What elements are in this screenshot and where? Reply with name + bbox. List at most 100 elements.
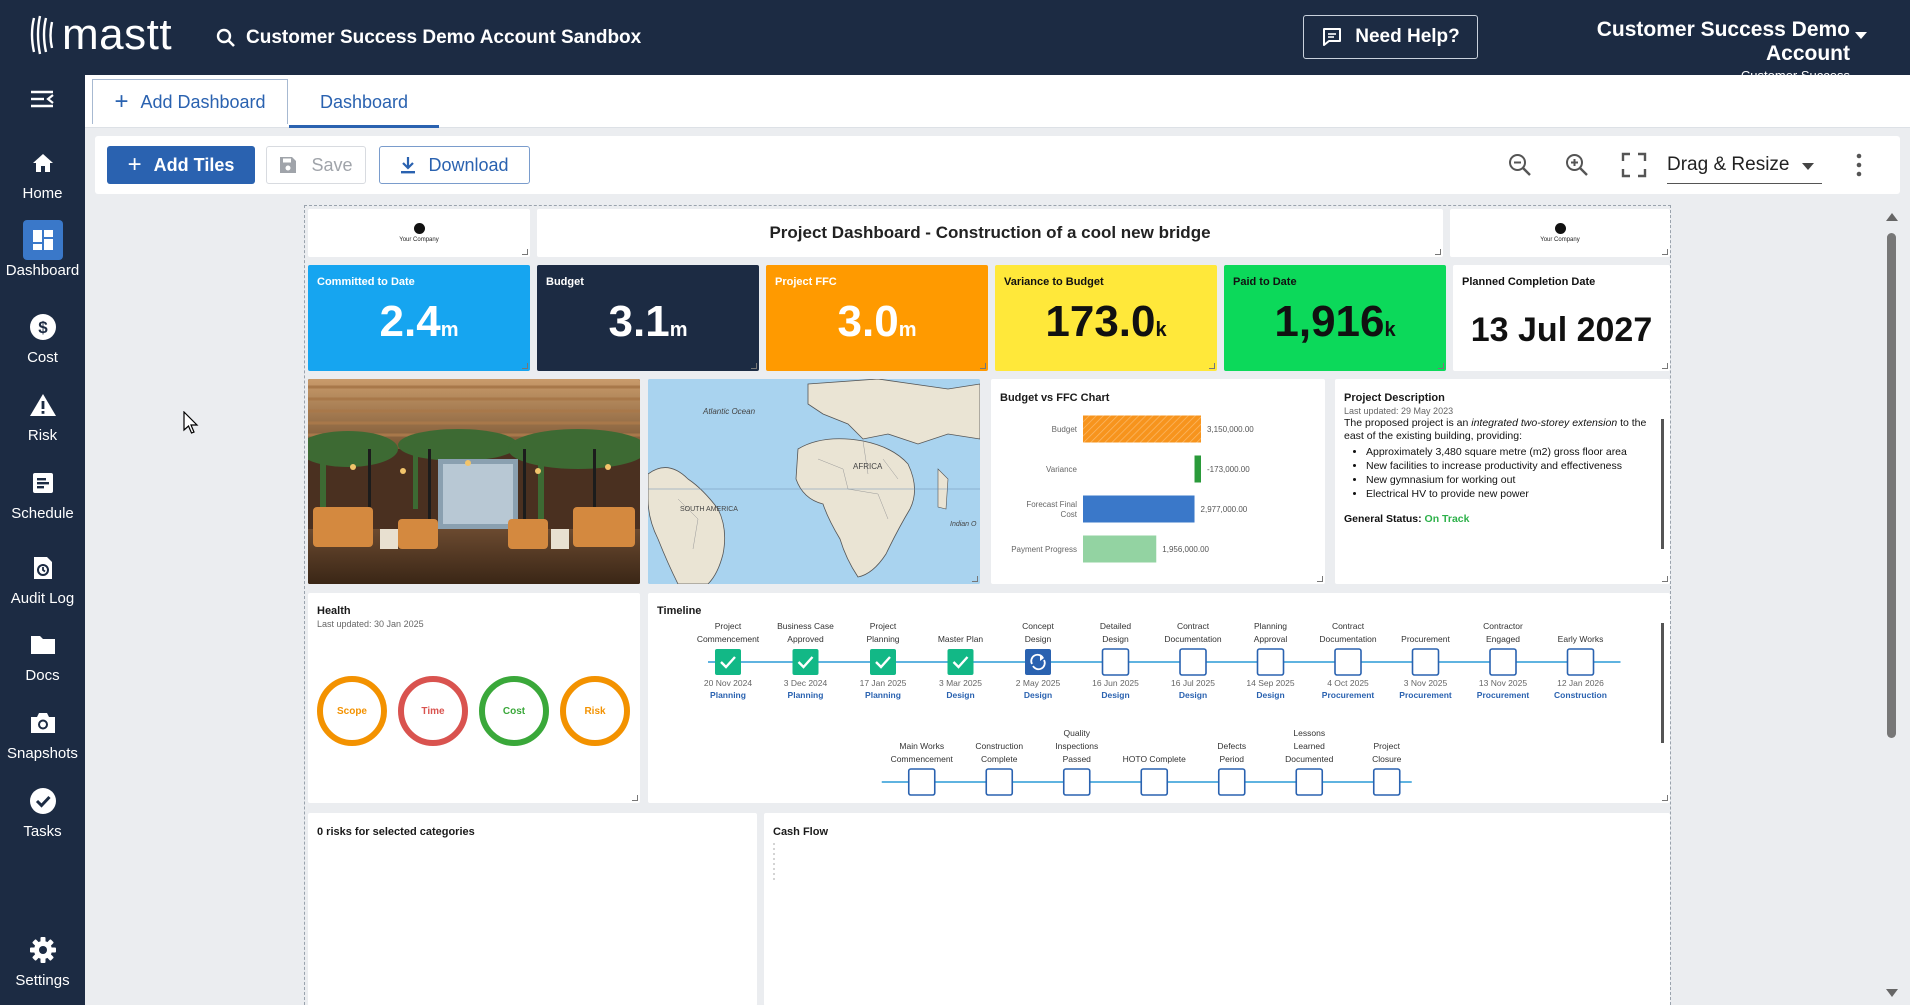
timeline-milestone-marker[interactable] <box>1489 648 1517 676</box>
resize-handle-icon[interactable] <box>751 363 757 369</box>
timeline-milestone-marker[interactable] <box>907 768 936 796</box>
sidebar-item-home[interactable]: Home <box>0 143 85 213</box>
timeline-scrollbar[interactable] <box>1661 623 1664 743</box>
timeline-milestone-label: Contractor <box>1483 621 1523 631</box>
zoom-in-icon[interactable] <box>1564 152 1590 178</box>
timeline-milestone-date: 2 May 2025 <box>1016 678 1061 688</box>
resize-handle-icon[interactable] <box>1662 795 1668 801</box>
kpi-tile[interactable]: Variance to Budget 173.0k <box>995 265 1217 371</box>
timeline-milestone-marker[interactable] <box>1372 768 1401 796</box>
kpi-tile[interactable]: Budget 3.1m <box>537 265 759 371</box>
resize-handle-icon[interactable] <box>972 576 978 582</box>
resize-handle-icon[interactable] <box>980 363 986 369</box>
timeline-milestone-label: Complete <box>981 754 1018 764</box>
scroll-up-icon[interactable] <box>1886 213 1898 221</box>
timeline-milestone-date: 14 Sep 2025 <box>1246 678 1294 688</box>
kpi-tile[interactable]: Paid to Date 1,916k <box>1224 265 1446 371</box>
dashboard-title-tile[interactable]: Project Dashboard - Construction of a co… <box>537 209 1443 257</box>
sidebar-item-audit-log[interactable]: Audit Log <box>0 548 85 618</box>
timeline-chart: Project Commencement 20 Nov 2024 Planning Bu… <box>697 621 1621 796</box>
chart-bar[interactable] <box>1083 535 1157 563</box>
layout-mode-select[interactable]: Drag & Resize <box>1667 146 1822 184</box>
download-button[interactable]: Download <box>379 146 530 184</box>
sidebar-item-risk[interactable]: Risk <box>0 385 85 455</box>
timeline-tile[interactable]: Timeline Project Commencement 20 Nov 2024 P… <box>648 593 1670 803</box>
timeline-milestone-marker[interactable] <box>1140 768 1169 796</box>
risks-tile[interactable]: 0 risks for selected categories <box>308 813 757 1005</box>
resize-handle-icon[interactable] <box>1662 576 1668 582</box>
add-dashboard-button[interactable]: + Add Dashboard <box>92 79 288 124</box>
description-updated: Last updated: 29 May 2023 <box>1344 406 1454 416</box>
timeline-milestone-marker[interactable] <box>1295 768 1324 796</box>
resize-handle-icon[interactable] <box>1662 363 1668 369</box>
zoom-out-icon[interactable] <box>1507 152 1533 178</box>
sidebar-item-dashboard[interactable]: Dashboard <box>0 220 85 290</box>
cash-flow-tile[interactable]: Cash Flow <box>764 813 1670 1005</box>
timeline-milestone-marker[interactable] <box>947 649 974 675</box>
project-map-tile[interactable]: Atlantic Ocean AFRICA SOUTH AMERICA Indi… <box>648 379 980 584</box>
save-button[interactable]: Save <box>266 146 366 184</box>
timeline-milestone-marker[interactable] <box>1217 768 1246 796</box>
resize-handle-icon[interactable] <box>522 363 528 369</box>
timeline-milestone-marker[interactable] <box>985 768 1014 796</box>
scroll-down-icon[interactable] <box>1886 989 1898 997</box>
sidebar-item-docs[interactable]: Docs <box>0 625 85 695</box>
resize-handle-icon[interactable] <box>1209 363 1215 369</box>
resize-handle-icon[interactable] <box>1317 576 1323 582</box>
sidebar-item-schedule[interactable]: Schedule <box>0 463 85 533</box>
chart-bar[interactable] <box>1083 415 1201 443</box>
kpi-tile[interactable]: Planned Completion Date 13 Jul 2027 <box>1453 265 1670 371</box>
canvas-scrollbar[interactable] <box>1880 205 1902 1005</box>
timeline-milestone-marker[interactable] <box>792 649 819 675</box>
chart-category-label: Payment Progress <box>1011 545 1077 554</box>
timeline-milestone-marker[interactable] <box>1179 648 1207 676</box>
timeline-milestone-marker[interactable] <box>870 649 896 675</box>
timeline-milestone-marker[interactable] <box>1411 648 1440 676</box>
timeline-milestone-marker[interactable] <box>715 649 741 675</box>
timeline-milestone-marker[interactable] <box>1101 648 1130 676</box>
project-image-tile[interactable] <box>308 379 640 584</box>
timeline-milestone-marker[interactable] <box>1062 768 1091 796</box>
timeline-milestone-marker[interactable] <box>1334 648 1362 676</box>
sidebar-item-snapshots[interactable]: Snapshots <box>0 703 85 773</box>
budget-vs-ffc-chart-tile[interactable]: Budget vs FFC Chart Budget 3,150,000.00 Va… <box>991 379 1325 584</box>
dollar-icon: $ <box>23 307 63 347</box>
chart-bar[interactable] <box>1083 495 1195 523</box>
timeline-milestone-phase: Procurement <box>1399 690 1452 700</box>
company-logo-tile-left[interactable]: Your Company <box>308 209 530 257</box>
need-help-button[interactable]: Need Help? <box>1303 15 1478 59</box>
fullscreen-icon[interactable] <box>1621 152 1647 178</box>
svg-text:$: $ <box>38 318 48 337</box>
timeline-milestone-date: 20 Nov 2024 <box>704 678 752 688</box>
resize-handle-icon[interactable] <box>1435 249 1441 255</box>
project-description-tile[interactable]: Project Description Last updated: 29 May… <box>1335 379 1670 584</box>
sidebar-item-cost[interactable]: $ Cost <box>0 307 85 377</box>
resize-handle-icon[interactable] <box>1662 249 1668 255</box>
mouse-cursor-icon <box>183 411 199 434</box>
timeline-milestone-marker[interactable] <box>1025 649 1051 675</box>
project-search[interactable]: Customer Success Demo Account Sandbox <box>216 22 641 54</box>
add-tiles-button[interactable]: + Add Tiles <box>107 146 255 184</box>
kpi-tile[interactable]: Committed to Date 2.4m <box>308 265 530 371</box>
more-options-icon[interactable] <box>1855 153 1863 177</box>
timeline-milestone-date: 3 Nov 2025 <box>1404 678 1448 688</box>
sidebar-item-settings[interactable]: Settings <box>0 930 85 1000</box>
account-menu[interactable]: Customer Success Demo Account Customer S… <box>1510 18 1850 83</box>
timeline-milestone-marker[interactable] <box>1566 648 1595 676</box>
sidebar-item-tasks[interactable]: Tasks <box>0 781 85 851</box>
tab-dashboard[interactable]: Dashboard <box>289 79 439 128</box>
timeline-milestone-marker[interactable] <box>1256 648 1285 676</box>
account-dropdown-icon[interactable] <box>1855 32 1867 39</box>
resize-handle-icon[interactable] <box>522 249 528 255</box>
chart-bar[interactable] <box>1194 455 1201 483</box>
resize-handle-icon[interactable] <box>632 795 638 801</box>
scrollbar-thumb[interactable] <box>1887 233 1896 738</box>
collapse-menu-icon[interactable] <box>29 89 55 109</box>
description-scrollbar[interactable] <box>1661 419 1664 549</box>
kpi-tile[interactable]: Project FFC 3.0m <box>766 265 988 371</box>
health-tile[interactable]: Health Last updated: 30 Jan 2025 Scope T… <box>308 593 640 803</box>
company-logo-tile-right[interactable]: Your Company <box>1450 209 1670 257</box>
resize-handle-icon[interactable] <box>1438 363 1444 369</box>
mastt-logo[interactable]: mastt <box>28 12 172 58</box>
